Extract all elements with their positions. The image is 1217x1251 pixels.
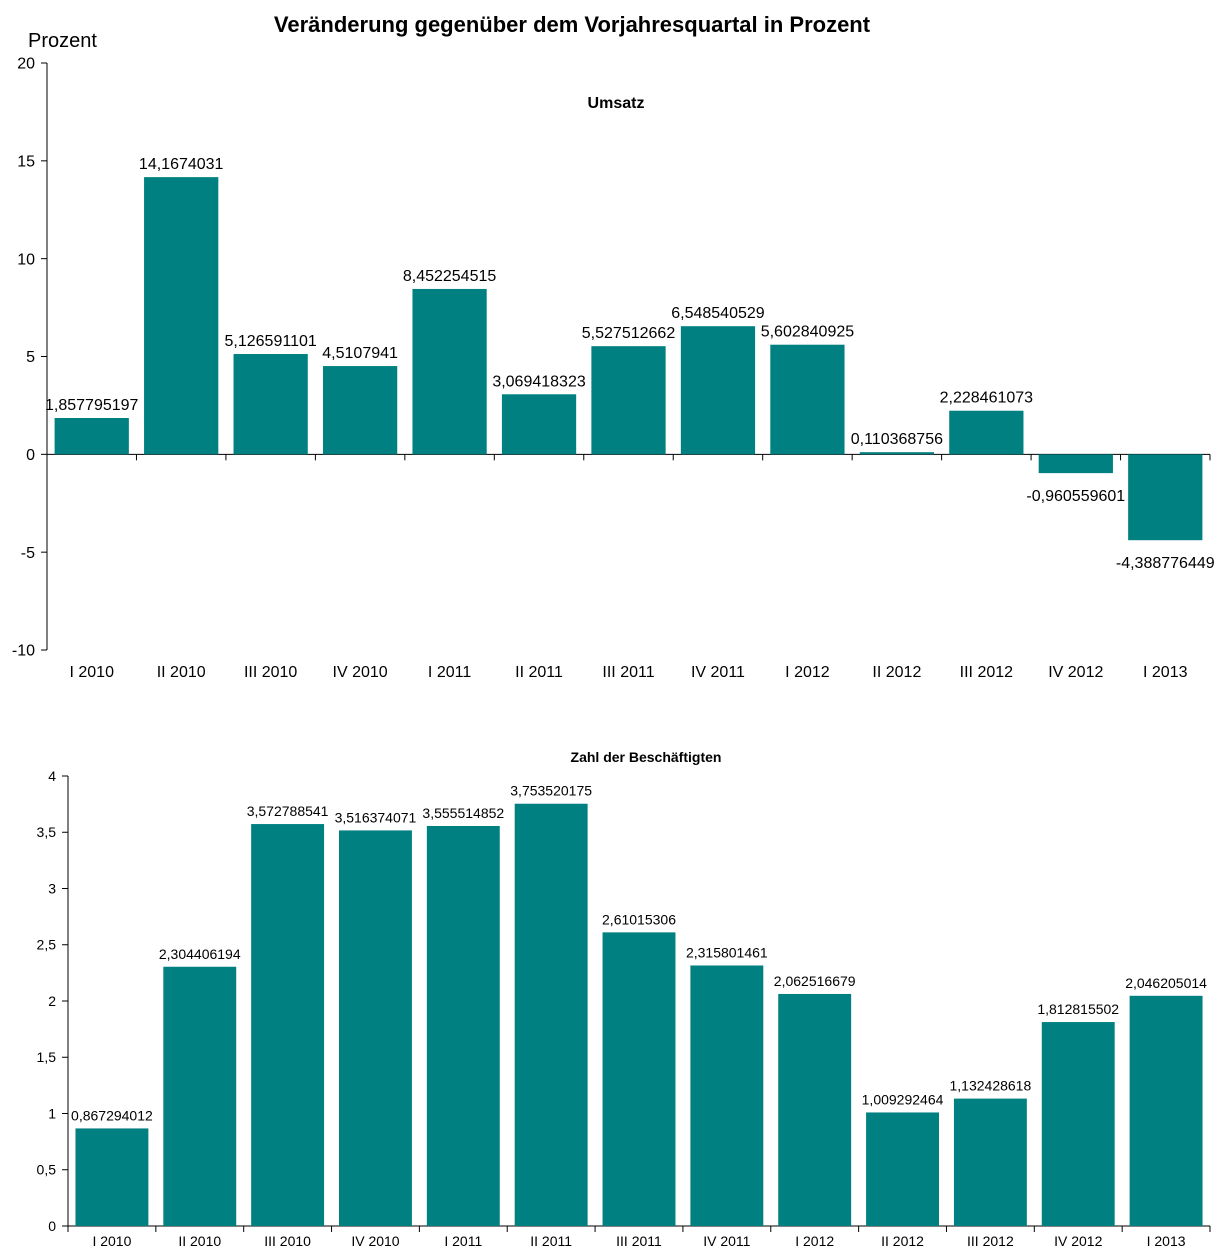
x-tick-label: I 2011	[444, 1233, 482, 1249]
data-label: 2,062516679	[774, 973, 856, 989]
y-tick-label: 2	[48, 993, 56, 1009]
x-tick-label: IV 2011	[703, 1233, 750, 1249]
x-tick-label: II 2012	[881, 1233, 924, 1249]
y-tick-label: 1	[48, 1105, 56, 1121]
bar-iv-2012	[1042, 1022, 1115, 1226]
data-label: 2,304406194	[159, 946, 241, 962]
x-tick-label: II 2011	[530, 1233, 572, 1249]
y-tick-label: 2,5	[37, 937, 57, 953]
x-tick-label: I 2012	[795, 1233, 834, 1249]
data-label: 3,753520175	[510, 783, 592, 799]
bar-iii-2012	[954, 1099, 1027, 1226]
bar-i-2012	[778, 994, 851, 1226]
bar-ii-2011	[515, 804, 588, 1226]
data-label: 3,555514852	[422, 805, 504, 821]
data-label: 1,132428618	[950, 1078, 1032, 1094]
data-label: 3,516374071	[335, 809, 417, 825]
bar-ii-2012	[866, 1112, 939, 1226]
bar-iv-2010	[339, 830, 412, 1226]
data-label: 0,867294012	[71, 1107, 153, 1123]
x-tick-label: I 2010	[92, 1233, 131, 1249]
y-tick-label: 3,5	[37, 824, 57, 840]
data-label: 2,61015306	[602, 911, 676, 927]
x-tick-label: IV 2010	[351, 1233, 399, 1249]
x-tick-label: III 2012	[967, 1233, 1014, 1249]
bar-i-2013	[1130, 996, 1203, 1226]
x-tick-label: III 2011	[616, 1233, 662, 1249]
y-tick-label: 4	[48, 768, 56, 784]
data-label: 3,572788541	[247, 803, 329, 819]
data-label: 2,046205014	[1125, 975, 1207, 991]
y-tick-label: 3	[48, 880, 56, 896]
chart-subtitle: Zahl der Beschäftigten	[571, 749, 722, 765]
x-tick-label: I 2013	[1147, 1233, 1186, 1249]
x-tick-label: II 2010	[178, 1233, 221, 1249]
x-tick-label: III 2010	[264, 1233, 311, 1249]
data-label: 2,315801461	[686, 944, 768, 960]
bar-iv-2011	[690, 965, 763, 1226]
bar-ii-2010	[163, 967, 236, 1226]
y-tick-label: 0	[48, 1218, 56, 1234]
y-tick-label: 0,5	[37, 1162, 57, 1178]
data-label: 1,812815502	[1037, 1001, 1119, 1017]
bar-i-2011	[427, 826, 500, 1226]
y-tick-label: 1,5	[37, 1049, 57, 1065]
bar-i-2010	[75, 1128, 148, 1226]
data-label: 1,009292464	[862, 1091, 944, 1107]
bar-iii-2011	[603, 932, 676, 1226]
bar-iii-2010	[251, 824, 324, 1226]
x-tick-label: IV 2012	[1054, 1233, 1102, 1249]
